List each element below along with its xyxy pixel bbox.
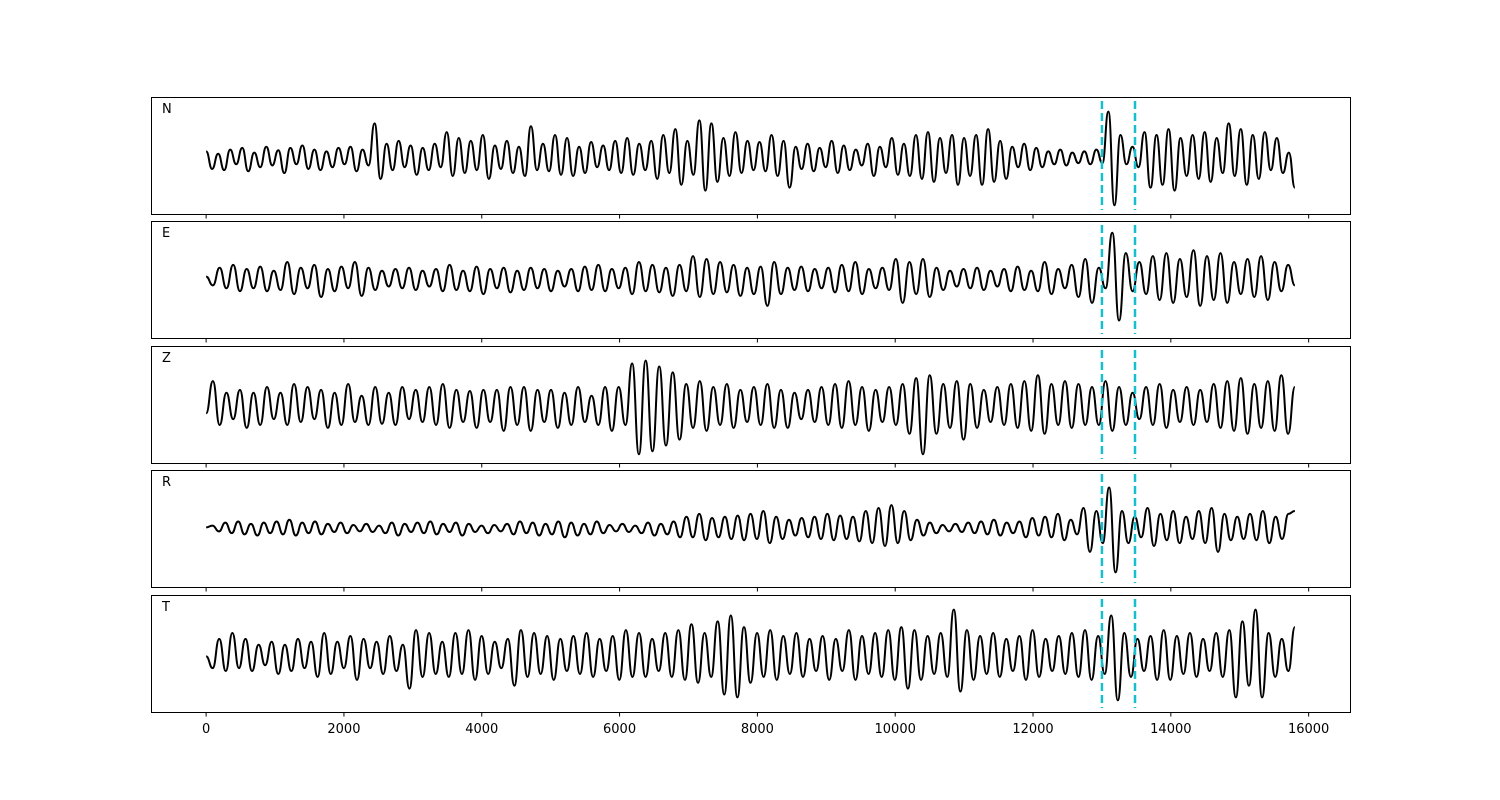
panel-frame (151, 346, 1351, 464)
panel-frame (151, 221, 1351, 339)
x-tick-label: 8000 (741, 722, 774, 737)
x-tick-label: 2000 (327, 722, 360, 737)
panel-frame (151, 97, 1351, 215)
panel-z: Z (151, 346, 1351, 468)
panel-t: T (151, 595, 1351, 717)
panel-frame (151, 470, 1351, 588)
x-tick-label: 4000 (465, 722, 498, 737)
x-axis: 0 2000 4000 6000 8000 10000 12000 14000 16000 (202, 722, 1329, 737)
trace-r (206, 486, 1295, 574)
panels: N E Z R T (151, 97, 1351, 717)
panel-n: N (151, 97, 1351, 219)
panel-r: R (151, 470, 1351, 592)
trace-z (205, 359, 1296, 456)
panel-label: N (162, 102, 172, 117)
panel-e: E (151, 221, 1351, 343)
x-tick-label: 10000 (875, 722, 916, 737)
trace-t (205, 608, 1296, 702)
panel-label: E (162, 226, 170, 241)
x-tick-label: 16000 (1288, 722, 1329, 737)
trace-e (205, 231, 1296, 322)
panel-frame (151, 595, 1351, 713)
trace-n (205, 110, 1296, 207)
x-tick-label: 14000 (1150, 722, 1191, 737)
panel-label: R (162, 475, 171, 490)
panel-label: Z (162, 351, 171, 366)
x-tick-label: 6000 (603, 722, 636, 737)
x-tick-label: 12000 (1012, 722, 1053, 737)
panel-label: T (161, 600, 170, 615)
x-tick-label: 0 (202, 722, 210, 737)
